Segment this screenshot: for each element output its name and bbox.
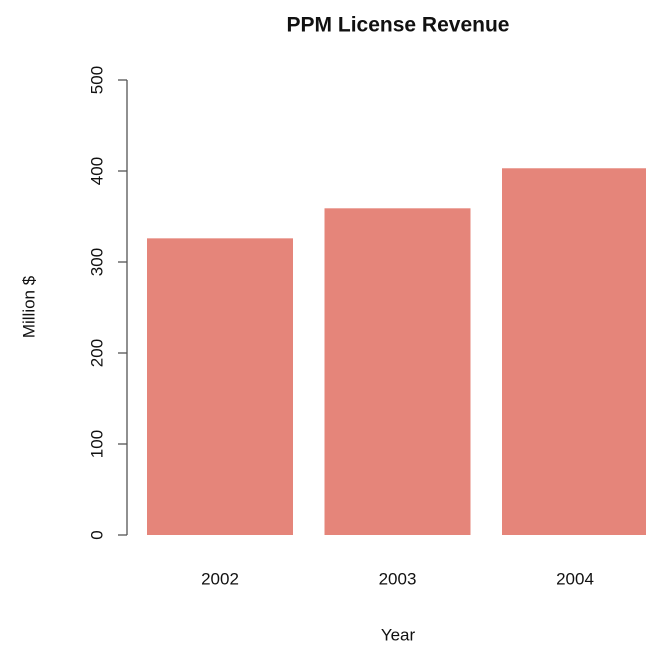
bar — [502, 168, 646, 535]
y-tick-label: 300 — [87, 248, 106, 276]
x-tick-label: 2004 — [556, 569, 594, 588]
y-tick-label: 0 — [87, 530, 106, 539]
x-tick-label: 2003 — [379, 569, 417, 588]
y-tick-label: 500 — [87, 66, 106, 94]
y-tick-label: 200 — [87, 339, 106, 367]
y-axis-label: Million $ — [19, 275, 38, 338]
bar — [147, 238, 293, 535]
x-tick-label: 2002 — [201, 569, 239, 588]
bar — [324, 208, 471, 535]
x-axis-label: Year — [381, 625, 416, 644]
y-tick-label: 100 — [87, 430, 106, 458]
y-tick-label: 400 — [87, 157, 106, 185]
chart-title: PPM License Revenue — [287, 14, 510, 37]
